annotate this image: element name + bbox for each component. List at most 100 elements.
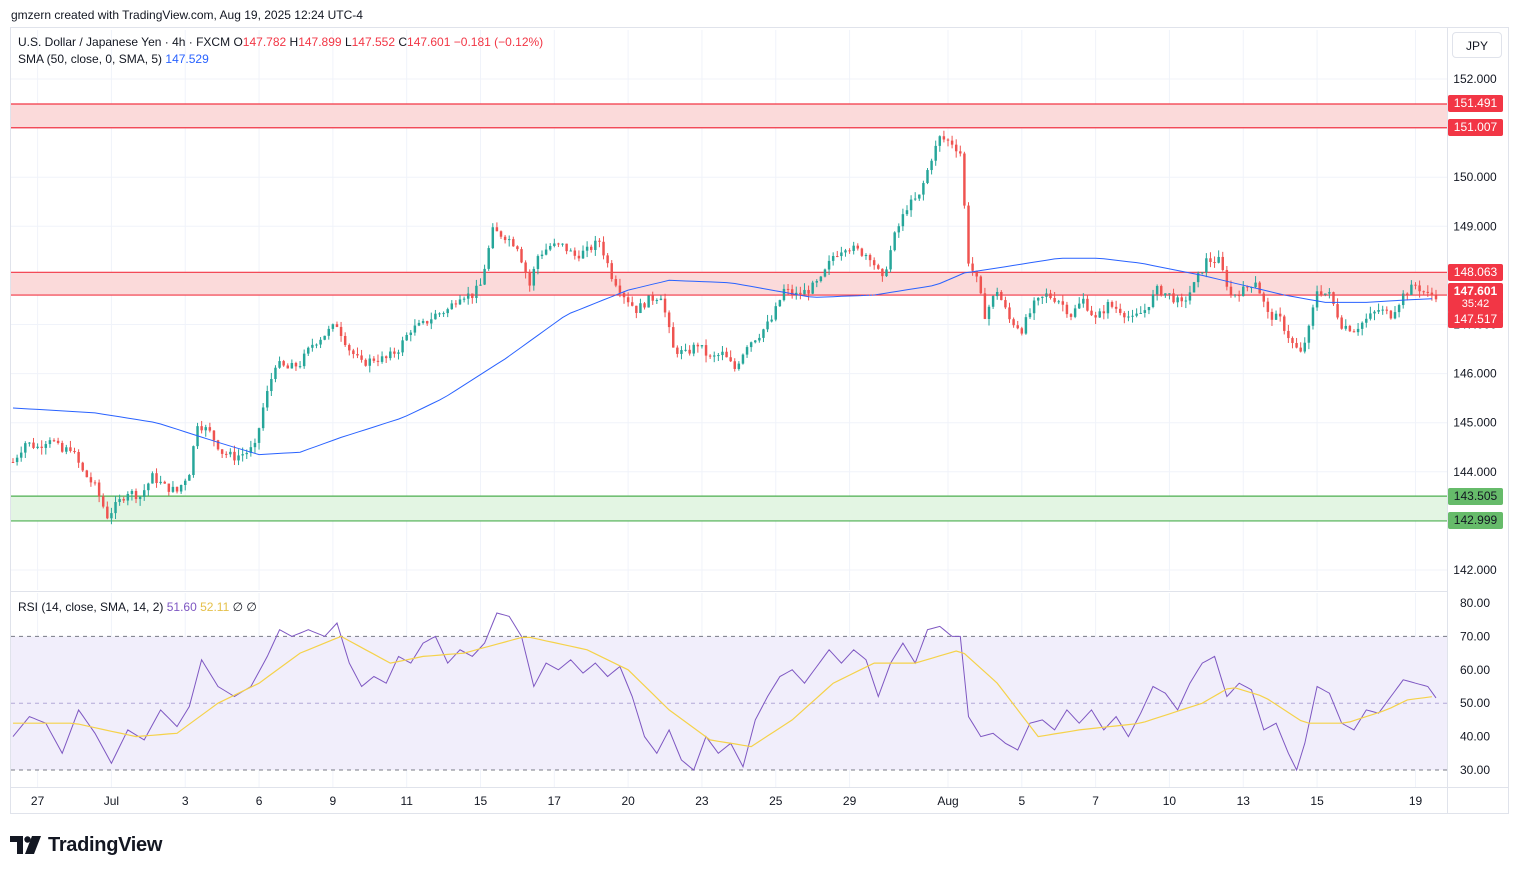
sma-legend[interactable]: SMA (50, close, 0, SMA, 5) 147.529 xyxy=(18,52,209,66)
candle-body xyxy=(1254,282,1257,288)
candle-body xyxy=(1102,311,1106,314)
candle-body xyxy=(544,249,548,255)
candle-body xyxy=(151,473,154,484)
candle-body xyxy=(569,250,572,252)
candle-body xyxy=(142,490,146,497)
candle-body xyxy=(1065,304,1069,315)
candle-body xyxy=(335,324,339,327)
close-value: 147.601 xyxy=(407,35,451,49)
candle-body xyxy=(323,335,326,340)
candle-body xyxy=(1155,286,1159,295)
rsi-sma-line xyxy=(13,635,1432,748)
candle-body xyxy=(384,356,388,359)
candle-body xyxy=(483,268,486,285)
candle-body xyxy=(1217,256,1220,263)
sma-line xyxy=(12,257,1432,456)
candle-body xyxy=(680,350,683,354)
price-tick-label: 146.000 xyxy=(1453,367,1497,381)
candle-body xyxy=(77,452,80,463)
candle-body xyxy=(1324,293,1327,296)
time-tick-label: 10 xyxy=(1163,794,1177,808)
candle-body xyxy=(749,342,753,348)
candle-body xyxy=(491,227,495,249)
candle-body xyxy=(790,289,794,295)
candle-body xyxy=(19,452,23,458)
candle-body xyxy=(872,260,876,266)
candle-body xyxy=(184,480,187,485)
candle-body xyxy=(860,248,864,256)
candle-body xyxy=(1397,305,1401,313)
candle-body xyxy=(905,210,909,215)
candle-body xyxy=(577,255,581,259)
candle-body xyxy=(1196,273,1200,283)
candle-body xyxy=(1373,311,1376,314)
candle-body xyxy=(85,470,89,478)
candle-body xyxy=(1119,308,1122,313)
tradingview-footer[interactable]: TradingView xyxy=(10,832,162,858)
symbol-title[interactable]: U.S. Dollar / Japanese Yen · 4h · FXCM xyxy=(18,35,231,49)
candle-body xyxy=(1049,293,1052,299)
candle-body xyxy=(995,291,999,297)
candle-body xyxy=(667,312,671,328)
candle-body xyxy=(208,427,212,431)
price-tag-zone-low-high: 143.505 xyxy=(1448,487,1503,505)
candle-body xyxy=(1094,315,1097,318)
candle-body xyxy=(1139,312,1142,314)
candle-body xyxy=(134,490,138,500)
candle-body xyxy=(233,451,236,461)
candle-body xyxy=(1406,293,1409,296)
candle-body xyxy=(524,262,527,273)
candle-body xyxy=(430,319,433,324)
candle-body xyxy=(1377,310,1380,312)
candle-body xyxy=(159,481,162,484)
candle-body xyxy=(659,298,663,301)
zone-resistance-upper xyxy=(11,103,1447,128)
candle-body xyxy=(991,296,995,307)
candle-body xyxy=(1160,286,1163,296)
candle-body xyxy=(963,153,966,206)
rsi-legend[interactable]: RSI (14, close, SMA, 14, 2) 51.60 52.11 … xyxy=(18,600,257,614)
candle-body xyxy=(475,285,478,298)
candle-body xyxy=(286,365,289,369)
candle-body xyxy=(877,265,880,269)
rsi-tick-label: 80.00 xyxy=(1460,596,1490,610)
candle-body xyxy=(942,136,946,140)
time-tick-label: 5 xyxy=(1018,794,1025,808)
candle-body xyxy=(1295,342,1298,348)
candle-body xyxy=(831,256,835,261)
candle-body xyxy=(618,285,622,293)
close-label: C xyxy=(398,35,408,49)
candle-body xyxy=(1213,261,1216,263)
candle-body xyxy=(844,250,847,253)
candle-body xyxy=(106,506,109,519)
candle-body xyxy=(274,367,277,380)
candle-body xyxy=(1426,291,1430,293)
candle-body xyxy=(528,272,531,286)
candle-body xyxy=(261,407,265,429)
candle-body xyxy=(130,490,134,494)
candle-body xyxy=(282,361,285,366)
candle-body xyxy=(1041,296,1044,298)
candle-body xyxy=(987,306,991,319)
candle-body xyxy=(1340,317,1343,329)
candle-body xyxy=(81,462,84,471)
candle-body xyxy=(409,332,413,335)
candle-body xyxy=(220,449,224,454)
candle-body xyxy=(1061,301,1065,305)
candle-body xyxy=(401,340,404,353)
candle-body xyxy=(417,322,421,326)
candle-body xyxy=(635,305,638,314)
candle-body xyxy=(1430,292,1434,296)
candle-body xyxy=(1151,294,1155,307)
candle-body xyxy=(1278,313,1282,317)
candle-body xyxy=(754,340,757,343)
currency-button[interactable]: JPY xyxy=(1452,32,1502,58)
candle-body xyxy=(405,334,408,341)
candle-body xyxy=(266,391,269,408)
candle-body xyxy=(602,241,605,256)
chart-credit: gmzern created with TradingView.com, Aug… xyxy=(11,8,363,22)
candle-body xyxy=(302,353,306,367)
chart-frame xyxy=(10,27,1509,814)
candle-body xyxy=(442,313,445,315)
